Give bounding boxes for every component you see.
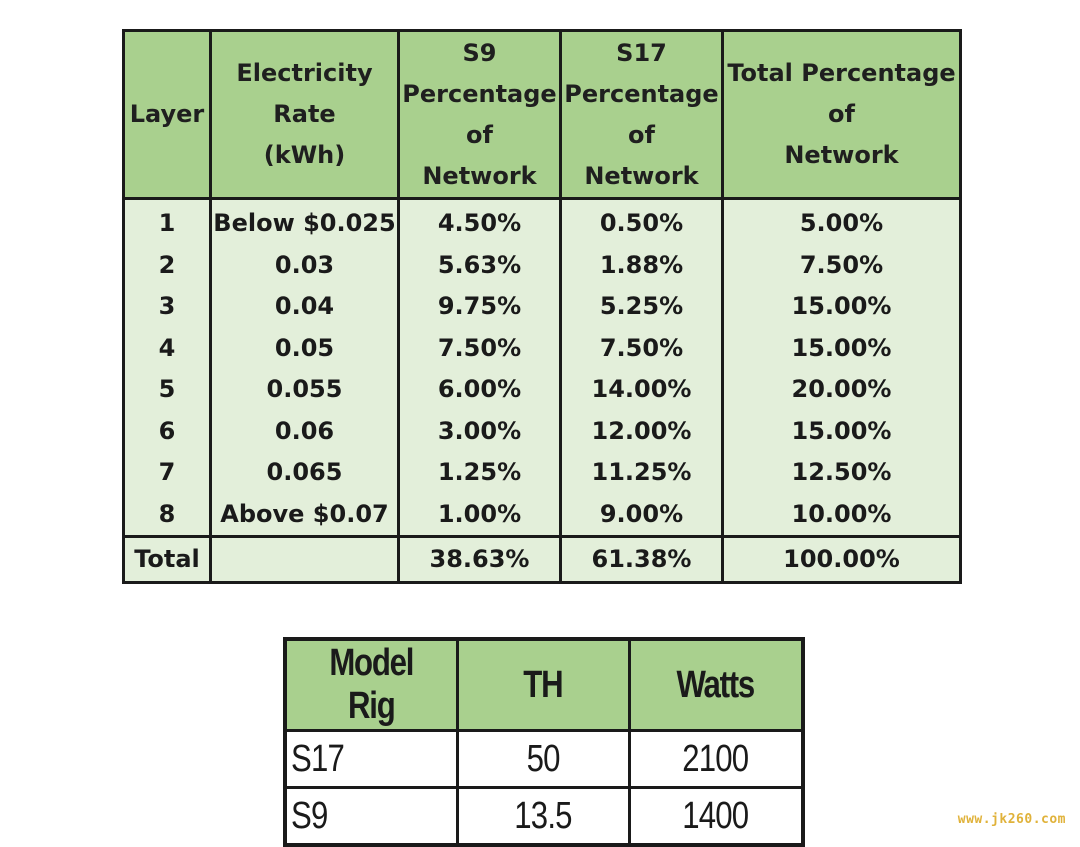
header-s17-line: S17 (616, 38, 667, 67)
total-network: 100.00% (721, 535, 962, 584)
cell-layer: 7 (122, 452, 212, 494)
header-rate-line: Electricity (236, 59, 373, 87)
cell-model: S9 (283, 786, 459, 847)
network-share-table: Layer Electricity Rate (kWh) S9 Percenta… (122, 29, 962, 584)
table-row: 6 0.06 3.00% 12.00% 15.00% (122, 410, 962, 452)
header-s9-line: Network (422, 161, 537, 190)
cell-s9: 7.50% (397, 327, 562, 369)
table-row: S17 50 2100 (283, 729, 805, 789)
cell-th: 13.5 (455, 786, 631, 847)
network-table-header-row: Layer Electricity Rate (kWh) S9 Percenta… (122, 30, 962, 200)
cell-rate: 0.05 (209, 327, 400, 369)
cell-total: 20.00% (721, 369, 962, 411)
cell-total: 10.00% (721, 493, 962, 537)
cell-layer: 3 (122, 286, 212, 328)
table-row: 7 0.065 1.25% 11.25% 12.50% (122, 452, 962, 494)
header-watts-label: Watts (676, 663, 756, 706)
total-s17: 61.38% (559, 535, 724, 584)
table-row: 5 0.055 6.00% 14.00% 20.00% (122, 369, 962, 411)
header-total-line: of (828, 100, 855, 128)
header-total-line: Network (784, 141, 899, 169)
cell-s9: 9.75% (397, 286, 562, 328)
header-model-rig: Model Rig (283, 637, 459, 732)
table-row: 2 0.03 5.63% 1.88% 7.50% (122, 244, 962, 286)
cell-watts: 2100 (627, 729, 805, 789)
cell-rate: 0.03 (209, 244, 400, 286)
table-row: 4 0.05 7.50% 7.50% 15.00% (122, 327, 962, 369)
cell-rate: Below $0.025 (209, 198, 400, 245)
cell-model-label: S9 (291, 794, 328, 837)
cell-s9: 6.00% (397, 369, 562, 411)
header-th-label: TH (523, 663, 563, 706)
header-electricity-rate: Electricity Rate (kWh) (209, 30, 400, 200)
cell-model: S17 (283, 729, 459, 789)
cell-s17: 14.00% (559, 369, 724, 411)
cell-layer: 1 (122, 198, 212, 245)
header-watts: Watts (627, 637, 805, 732)
table-row: 1 Below $0.025 4.50% 0.50% 5.00% (122, 198, 962, 245)
cell-s17: 9.00% (559, 493, 724, 537)
table-row: 3 0.04 9.75% 5.25% 15.00% (122, 286, 962, 328)
header-layer-line: Layer (129, 100, 205, 128)
cell-total: 5.00% (721, 198, 962, 245)
rig-table-header-row: Model Rig TH Watts (283, 637, 805, 732)
cell-layer: 2 (122, 244, 212, 286)
total-rate (209, 535, 400, 584)
header-total-percentage: Total Percentage of Network (721, 30, 962, 200)
header-s9-percentage: S9 Percentage of Network (397, 30, 562, 200)
cell-rate: 0.06 (209, 410, 400, 452)
model-rig-table: Model Rig TH Watts S17 50 2100 S9 13.5 1… (283, 637, 805, 847)
cell-layer: 6 (122, 410, 212, 452)
cell-th-value: 50 (526, 737, 560, 780)
cell-s9: 3.00% (397, 410, 562, 452)
cell-s17: 11.25% (559, 452, 724, 494)
header-s9-line: S9 (462, 38, 497, 67)
header-s9-line: of (466, 120, 493, 149)
cell-s17: 12.00% (559, 410, 724, 452)
cell-s9: 4.50% (397, 198, 562, 245)
cell-s17: 1.88% (559, 244, 724, 286)
cell-s9: 1.00% (397, 493, 562, 537)
total-label: Total (122, 535, 212, 584)
header-rate-line: (kWh) (263, 141, 346, 169)
cell-rate: 0.04 (209, 286, 400, 328)
cell-rate: Above $0.07 (209, 493, 400, 537)
header-model-rig-label: Model Rig (329, 642, 414, 727)
cell-s17: 0.50% (559, 198, 724, 245)
total-s9: 38.63% (397, 535, 562, 584)
cell-watts-value: 2100 (682, 737, 750, 780)
cell-watts-value: 1400 (682, 794, 750, 837)
cell-layer: 4 (122, 327, 212, 369)
header-layer: Layer (122, 30, 212, 200)
cell-rate: 0.055 (209, 369, 400, 411)
cell-th: 50 (455, 729, 631, 789)
header-total-line: Total Percentage (727, 59, 956, 87)
cell-s9: 1.25% (397, 452, 562, 494)
cell-s17: 7.50% (559, 327, 724, 369)
total-row: Total 38.63% 61.38% 100.00% (122, 535, 962, 584)
table-row: S9 13.5 1400 (283, 786, 805, 847)
table-row: 8 Above $0.07 1.00% 9.00% 10.00% (122, 493, 962, 537)
cell-model-label: S17 (291, 737, 345, 780)
cell-total: 12.50% (721, 452, 962, 494)
cell-s9: 5.63% (397, 244, 562, 286)
header-s17-line: of (628, 120, 655, 149)
cell-rate: 0.065 (209, 452, 400, 494)
cell-total: 15.00% (721, 327, 962, 369)
header-s17-line: Network (584, 161, 699, 190)
cell-total: 7.50% (721, 244, 962, 286)
watermark: www.jk260.com (957, 812, 1066, 827)
header-rate-line: Rate (273, 100, 336, 128)
cell-th-value: 13.5 (514, 794, 572, 837)
cell-layer: 5 (122, 369, 212, 411)
cell-layer: 8 (122, 493, 212, 537)
cell-total: 15.00% (721, 410, 962, 452)
header-s17-percentage: S17 Percentage of Network (559, 30, 724, 200)
header-s17-line: Percentage (564, 79, 719, 108)
header-s9-line: Percentage (402, 79, 557, 108)
cell-total: 15.00% (721, 286, 962, 328)
cell-s17: 5.25% (559, 286, 724, 328)
cell-watts: 1400 (627, 786, 805, 847)
header-th: TH (455, 637, 631, 732)
